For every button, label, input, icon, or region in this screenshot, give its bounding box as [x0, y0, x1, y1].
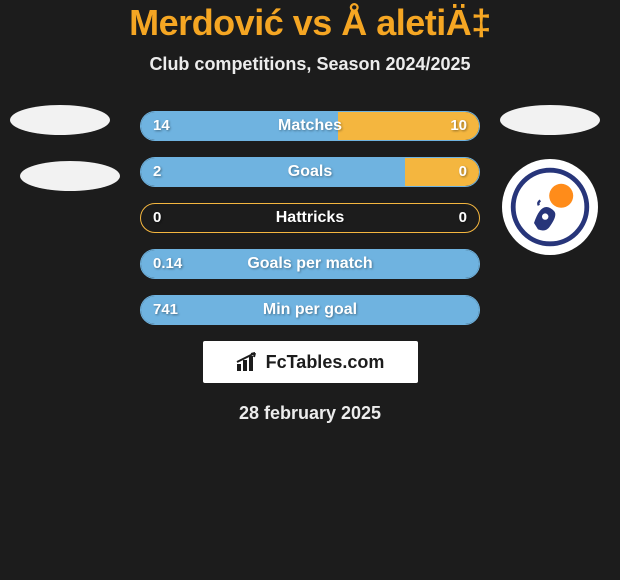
player-right-avatar: [500, 105, 600, 135]
stat-row: Goals2 0: [140, 157, 480, 187]
stat-label: Matches: [141, 112, 479, 140]
player-left-avatar: [10, 105, 110, 135]
date-label: 28 february 2025: [0, 403, 620, 424]
brand-badge[interactable]: FcTables.com: [203, 341, 418, 383]
stat-label: Hattricks: [141, 204, 479, 232]
bars-icon: [236, 352, 260, 372]
stat-value-right: 0: [459, 158, 467, 186]
stat-value-left: 741: [153, 296, 178, 324]
subtitle: Club competitions, Season 2024/2025: [0, 54, 620, 75]
stat-row: Goals per match0.14: [140, 249, 480, 279]
stat-row: Hattricks0 0: [140, 203, 480, 233]
stat-label: Goals: [141, 158, 479, 186]
stat-value-right: 10: [450, 112, 467, 140]
stat-row: Matches14 10: [140, 111, 480, 141]
stat-value-left: 0: [153, 204, 161, 232]
stat-value-left: 14: [153, 112, 170, 140]
player-left-club-badge: [20, 161, 120, 191]
brand-text: FcTables.com: [266, 352, 385, 373]
stat-rows: Matches1410Goals20Hattricks00Goals per m…: [140, 111, 480, 325]
stat-value-left: 2: [153, 158, 161, 186]
page-title: Merdović vs Å aletiÄ‡: [0, 0, 620, 44]
stat-label: Min per goal: [141, 296, 479, 324]
stat-label: Goals per match: [141, 250, 479, 278]
player-right-club-badge: [502, 159, 598, 255]
stat-value-right: 0: [459, 204, 467, 232]
stat-row: Min per goal741: [140, 295, 480, 325]
club-logo-icon: [510, 167, 590, 247]
comparison-card: Merdović vs Å aletiÄ‡ Club competitions,…: [0, 0, 620, 580]
stat-value-left: 0.14: [153, 250, 182, 278]
compare-area: Matches1410Goals20Hattricks00Goals per m…: [0, 111, 620, 424]
